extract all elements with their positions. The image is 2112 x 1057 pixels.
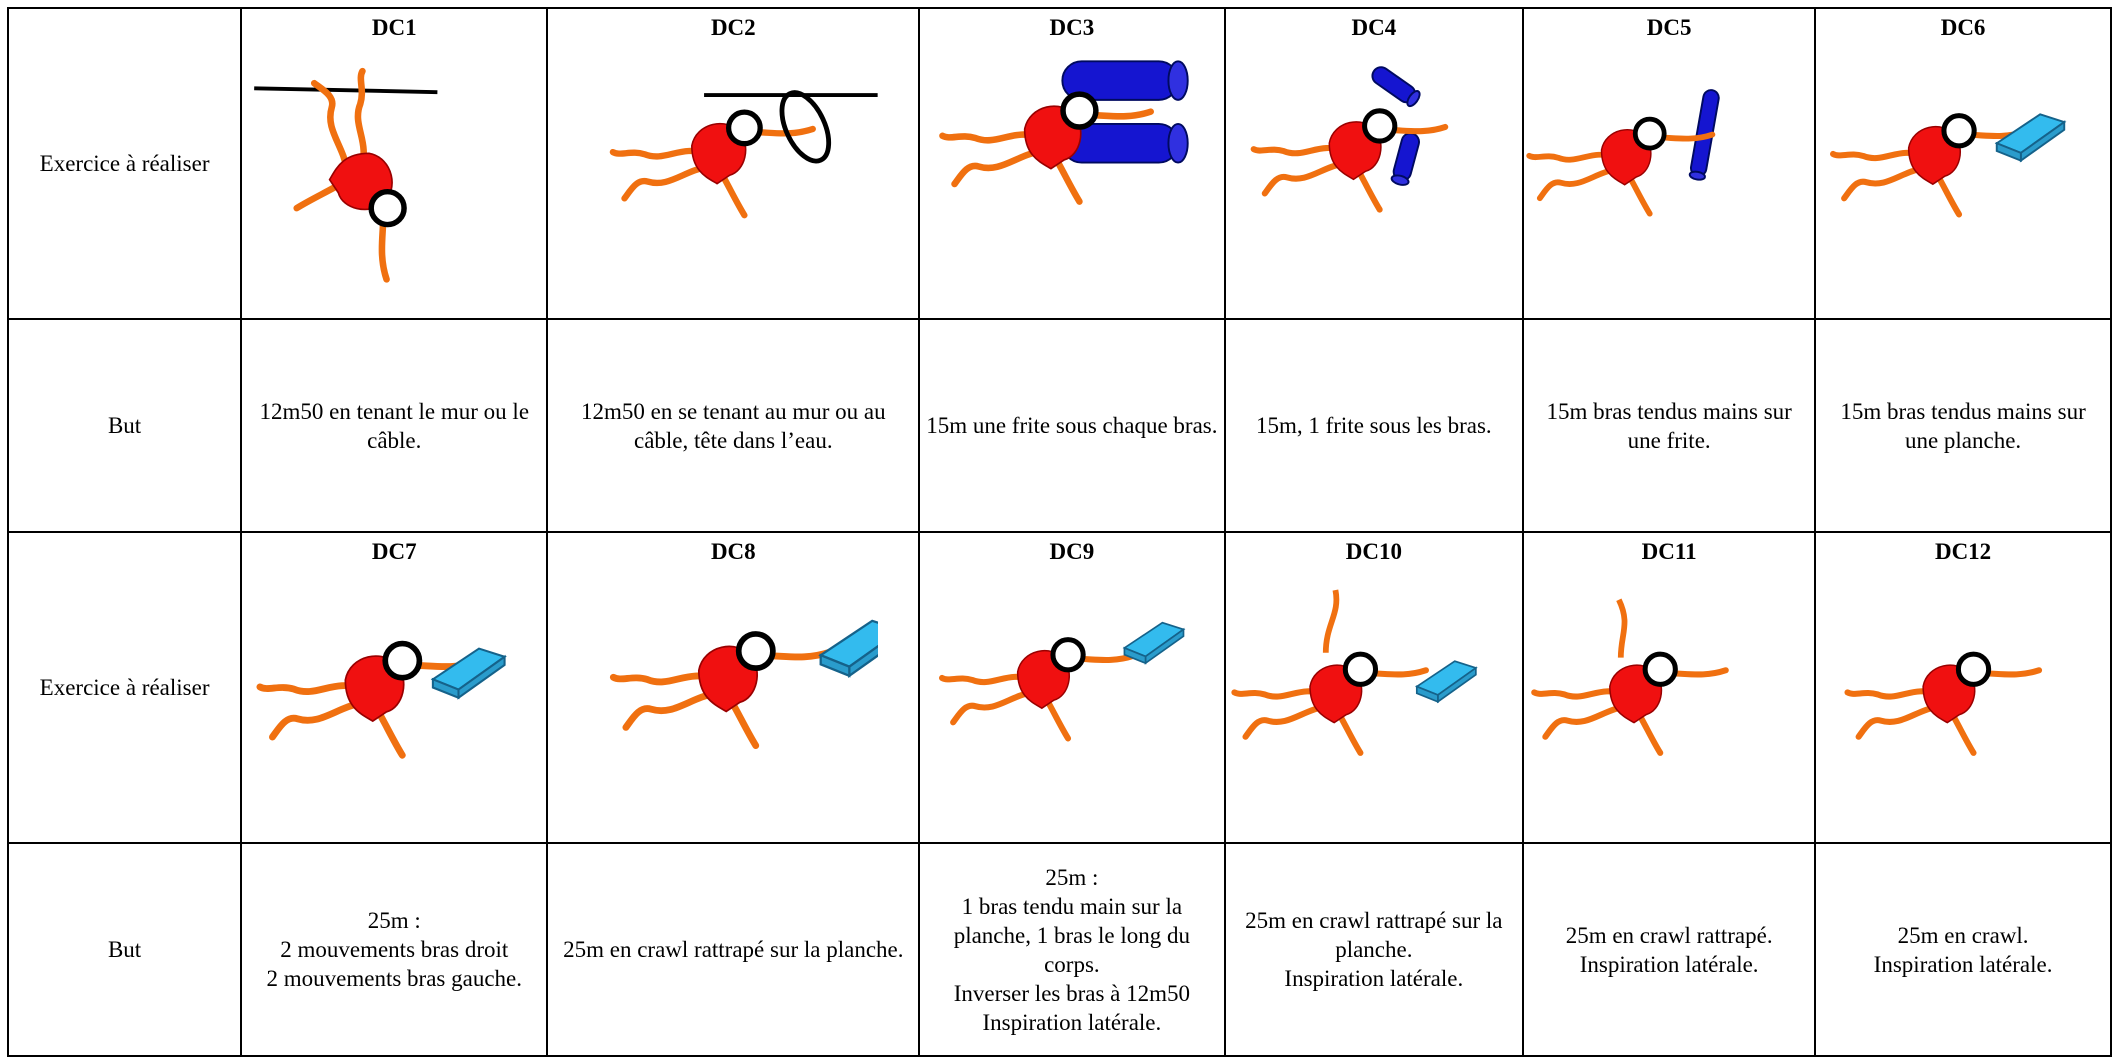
goal-line: Inspiration latérale. bbox=[1579, 951, 1759, 977]
goal-line: 15m bras tendus mains sur une planche. bbox=[1840, 398, 2086, 453]
goal-cell: 15m, 1 frite sous les bras. bbox=[1223, 318, 1525, 533]
exercise-cell: DC4 bbox=[1223, 7, 1525, 320]
exercise-cell: DC11 bbox=[1522, 531, 1817, 844]
table-row: Exercice à réaliser DC1 DC2 DC3 DC4 DC5 DC6 bbox=[6, 7, 2112, 320]
exercise-cell: DC12 bbox=[1814, 531, 2112, 844]
goal-line: 12m50 en tenant le mur ou le câble. bbox=[259, 398, 530, 453]
exercise-cell: DC2 bbox=[546, 7, 921, 320]
swimmer-illustration bbox=[1524, 89, 1720, 312]
goal-line: 15m une frite sous chaque bras. bbox=[926, 413, 1218, 438]
goal-line: 25m en crawl rattrapé sur la planche. bbox=[1245, 908, 1503, 962]
swimmer-illustration bbox=[588, 90, 878, 312]
goal-cell: 25m en crawl rattrapé. Inspiration latéra… bbox=[1522, 842, 1817, 1057]
swimmer-illustration bbox=[254, 42, 438, 312]
goal-line: Inspiration latérale. bbox=[1873, 951, 2053, 977]
swimmer-illustration bbox=[1229, 66, 1519, 312]
swimmer-illustration bbox=[927, 60, 1189, 312]
goal-line: Inspiration latérale. bbox=[1284, 966, 1464, 991]
row-label: Exercice à réaliser bbox=[6, 7, 243, 320]
goal-line: Inspiration latérale. bbox=[982, 1009, 1162, 1035]
swimmer-illustration bbox=[1229, 589, 1477, 836]
table-row: But 25m : 2 mouvements bras droit 2 mouveme… bbox=[6, 842, 2112, 1057]
exercise-code: DC4 bbox=[1351, 15, 1397, 40]
exercise-cell: DC8 bbox=[546, 531, 921, 844]
exercise-code: DC8 bbox=[710, 539, 756, 564]
swimmer-illustration bbox=[1818, 42, 2066, 312]
goal-cell: 15m une frite sous chaque bras. bbox=[918, 318, 1226, 533]
swimmer-illustration bbox=[588, 619, 879, 836]
goal-cell: 12m50 en tenant le mur ou le câble. bbox=[240, 318, 549, 533]
goal-cell: 25m en crawl. Inspiration latérale. bbox=[1814, 842, 2112, 1057]
exercise-cell: DC10 bbox=[1223, 531, 1525, 844]
goal-line: 2 mouvements bras gauche. bbox=[266, 966, 522, 991]
exercise-table: Exercice à réaliser DC1 DC2 DC3 DC4 DC5 DC6 But… bbox=[6, 7, 2112, 1057]
row-label: But bbox=[6, 318, 243, 533]
goal-line: 25m en crawl rattrapé. bbox=[1565, 922, 1773, 948]
exercise-cell: DC9 bbox=[918, 531, 1226, 844]
exercise-cell: DC3 bbox=[918, 7, 1226, 320]
exercise-code: DC10 bbox=[1345, 539, 1402, 564]
goal-line: 2 mouvements bras droit bbox=[280, 937, 509, 962]
exercise-code: DC6 bbox=[1940, 15, 1986, 40]
goal-line: 1 bras tendu main sur la planche, 1 bras… bbox=[953, 893, 1191, 977]
exercise-cell: DC7 bbox=[240, 531, 549, 844]
table-row: But 12m50 en tenant le mur ou le câble. 12… bbox=[6, 318, 2112, 533]
swimmer-illustration bbox=[1818, 566, 2108, 836]
goal-line: Inverser les bras à 12m50 bbox=[953, 980, 1191, 1006]
exercise-cell: DC5 bbox=[1522, 7, 1817, 320]
goal-line: 25m en crawl rattrapé sur la planche. bbox=[563, 937, 904, 962]
swimmer-illustration bbox=[927, 621, 1185, 836]
goal-cell: 25m : 1 bras tendu main sur la planche, 1… bbox=[918, 842, 1226, 1057]
exercise-code: DC11 bbox=[1641, 539, 1697, 564]
exercise-code: DC12 bbox=[1934, 539, 1992, 564]
goal-cell: 12m50 en se tenant au mur ou au câble, t… bbox=[546, 318, 921, 533]
goal-line: 15m bras tendus mains sur une frite. bbox=[1546, 398, 1792, 453]
exercise-cell: DC1 bbox=[240, 7, 549, 320]
goal-cell: 15m bras tendus mains sur une frite. bbox=[1522, 318, 1817, 533]
swimmer-illustration bbox=[1524, 598, 1814, 836]
swimmer-illustration bbox=[249, 566, 506, 836]
goal-line: 12m50 en se tenant au mur ou au câble, t… bbox=[580, 398, 886, 453]
row-label: But bbox=[6, 842, 243, 1057]
exercise-code: DC9 bbox=[1049, 539, 1095, 564]
exercise-code: DC5 bbox=[1646, 15, 1692, 40]
exercise-code: DC2 bbox=[710, 15, 756, 40]
goal-line: 25m : bbox=[1045, 864, 1099, 890]
row-label: Exercice à réaliser bbox=[6, 531, 243, 844]
goal-cell: 25m : 2 mouvements bras droit 2 mouvements… bbox=[240, 842, 549, 1057]
goal-cell: 15m bras tendus mains sur une planche. bbox=[1814, 318, 2112, 533]
exercise-code: DC1 bbox=[371, 15, 417, 40]
goal-cell: 25m en crawl rattrapé sur la planche. Ins… bbox=[1223, 842, 1525, 1057]
exercise-code: DC3 bbox=[1049, 15, 1095, 40]
goal-line: 25m : bbox=[367, 908, 421, 933]
exercise-cell: DC6 bbox=[1814, 7, 2112, 320]
goal-cell: 25m en crawl rattrapé sur la planche. bbox=[546, 842, 921, 1057]
exercise-code: DC7 bbox=[371, 539, 417, 564]
table-row: Exercice à réaliser DC7 DC8 DC9 DC10 DC11 DC12 bbox=[6, 531, 2112, 844]
goal-line: 25m en crawl. bbox=[1897, 922, 2029, 948]
goal-line: 15m, 1 frite sous les bras. bbox=[1255, 413, 1492, 438]
